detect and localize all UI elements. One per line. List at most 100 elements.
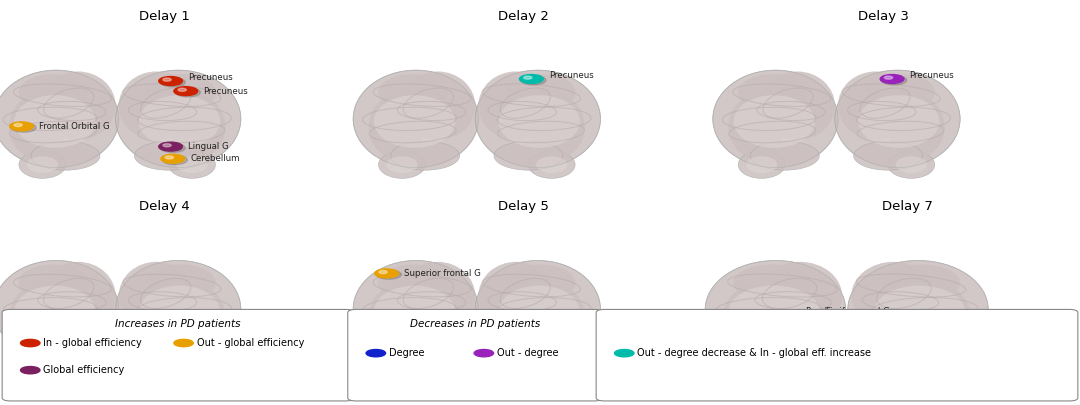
Circle shape [524, 76, 532, 79]
FancyBboxPatch shape [596, 309, 1078, 401]
Text: Out - degree: Out - degree [497, 348, 558, 358]
Ellipse shape [119, 262, 194, 330]
Ellipse shape [9, 286, 66, 349]
Ellipse shape [168, 286, 226, 349]
Circle shape [161, 154, 185, 163]
Ellipse shape [134, 141, 203, 170]
Ellipse shape [176, 156, 207, 173]
Circle shape [919, 324, 928, 328]
Ellipse shape [400, 71, 475, 140]
Ellipse shape [528, 341, 576, 369]
Text: Increases in PD patients: Increases in PD patients [116, 319, 241, 329]
FancyBboxPatch shape [2, 309, 354, 401]
Ellipse shape [528, 151, 576, 178]
Circle shape [366, 350, 386, 357]
Circle shape [174, 87, 198, 96]
Ellipse shape [400, 262, 475, 330]
Ellipse shape [353, 70, 478, 168]
Ellipse shape [27, 156, 58, 173]
Circle shape [615, 350, 634, 357]
Ellipse shape [176, 347, 207, 363]
Circle shape [14, 124, 23, 127]
Ellipse shape [528, 286, 585, 349]
Ellipse shape [14, 95, 96, 148]
Text: In - global efficiency: In - global efficiency [43, 338, 141, 348]
Ellipse shape [494, 141, 563, 170]
Ellipse shape [838, 71, 913, 140]
Ellipse shape [866, 74, 935, 111]
Circle shape [159, 142, 183, 151]
Ellipse shape [738, 74, 807, 111]
Text: Lingual G: Lingual G [188, 142, 229, 151]
Ellipse shape [116, 70, 241, 168]
Ellipse shape [14, 286, 96, 338]
Text: Fusiform: Fusiform [825, 307, 862, 316]
Ellipse shape [494, 332, 563, 360]
Ellipse shape [883, 264, 960, 301]
Ellipse shape [738, 151, 785, 178]
Ellipse shape [742, 347, 778, 363]
Ellipse shape [851, 262, 935, 330]
Circle shape [797, 317, 823, 327]
Ellipse shape [119, 71, 194, 140]
Circle shape [160, 143, 186, 153]
Text: Frontal Orbital G: Frontal Orbital G [39, 122, 110, 131]
Text: Parahippocampal G: Parahippocampal G [713, 323, 797, 332]
Circle shape [519, 75, 543, 83]
Ellipse shape [31, 141, 100, 170]
Ellipse shape [747, 332, 825, 360]
Circle shape [178, 88, 187, 92]
Circle shape [915, 316, 939, 325]
Ellipse shape [391, 141, 460, 170]
Ellipse shape [733, 264, 810, 301]
Circle shape [916, 324, 942, 333]
Ellipse shape [874, 286, 966, 338]
Ellipse shape [478, 71, 554, 140]
Ellipse shape [507, 264, 576, 301]
Ellipse shape [9, 95, 66, 158]
Ellipse shape [888, 95, 944, 158]
Circle shape [521, 75, 546, 85]
Ellipse shape [0, 70, 119, 168]
Ellipse shape [18, 151, 66, 178]
Text: Degree: Degree [389, 348, 424, 358]
Circle shape [796, 316, 820, 325]
Ellipse shape [18, 264, 87, 301]
Ellipse shape [868, 332, 946, 360]
Ellipse shape [18, 74, 87, 111]
Ellipse shape [528, 95, 585, 158]
Circle shape [521, 318, 546, 328]
Ellipse shape [723, 286, 786, 349]
Text: Superior frontal G: Superior frontal G [404, 269, 481, 278]
Text: Delay 4: Delay 4 [139, 200, 189, 213]
Circle shape [159, 77, 183, 85]
Ellipse shape [853, 141, 922, 170]
Ellipse shape [0, 260, 119, 358]
Ellipse shape [507, 74, 576, 111]
Circle shape [379, 271, 388, 274]
Text: Delay 7: Delay 7 [881, 200, 933, 213]
Text: Precuneus: Precuneus [549, 71, 593, 80]
Text: Decreases in PD patients: Decreases in PD patients [410, 319, 540, 329]
Circle shape [885, 76, 893, 79]
Circle shape [163, 144, 172, 147]
Text: Fusiform: Fusiform [944, 311, 981, 320]
Text: Fusiform: Fusiform [944, 323, 981, 332]
Text: Thalamus: Thalamus [549, 318, 591, 326]
Ellipse shape [733, 95, 815, 148]
Circle shape [162, 318, 188, 328]
Circle shape [11, 123, 37, 132]
Ellipse shape [536, 347, 567, 363]
Ellipse shape [374, 286, 456, 338]
Circle shape [783, 323, 807, 332]
Ellipse shape [746, 156, 778, 173]
Circle shape [163, 78, 172, 81]
Ellipse shape [374, 95, 456, 148]
Text: Fusiform: Fusiform [812, 323, 849, 332]
Circle shape [880, 75, 904, 83]
Text: Thalamus: Thalamus [190, 318, 232, 326]
Ellipse shape [41, 262, 116, 330]
Circle shape [778, 317, 804, 327]
Ellipse shape [751, 141, 820, 170]
Circle shape [162, 155, 188, 165]
